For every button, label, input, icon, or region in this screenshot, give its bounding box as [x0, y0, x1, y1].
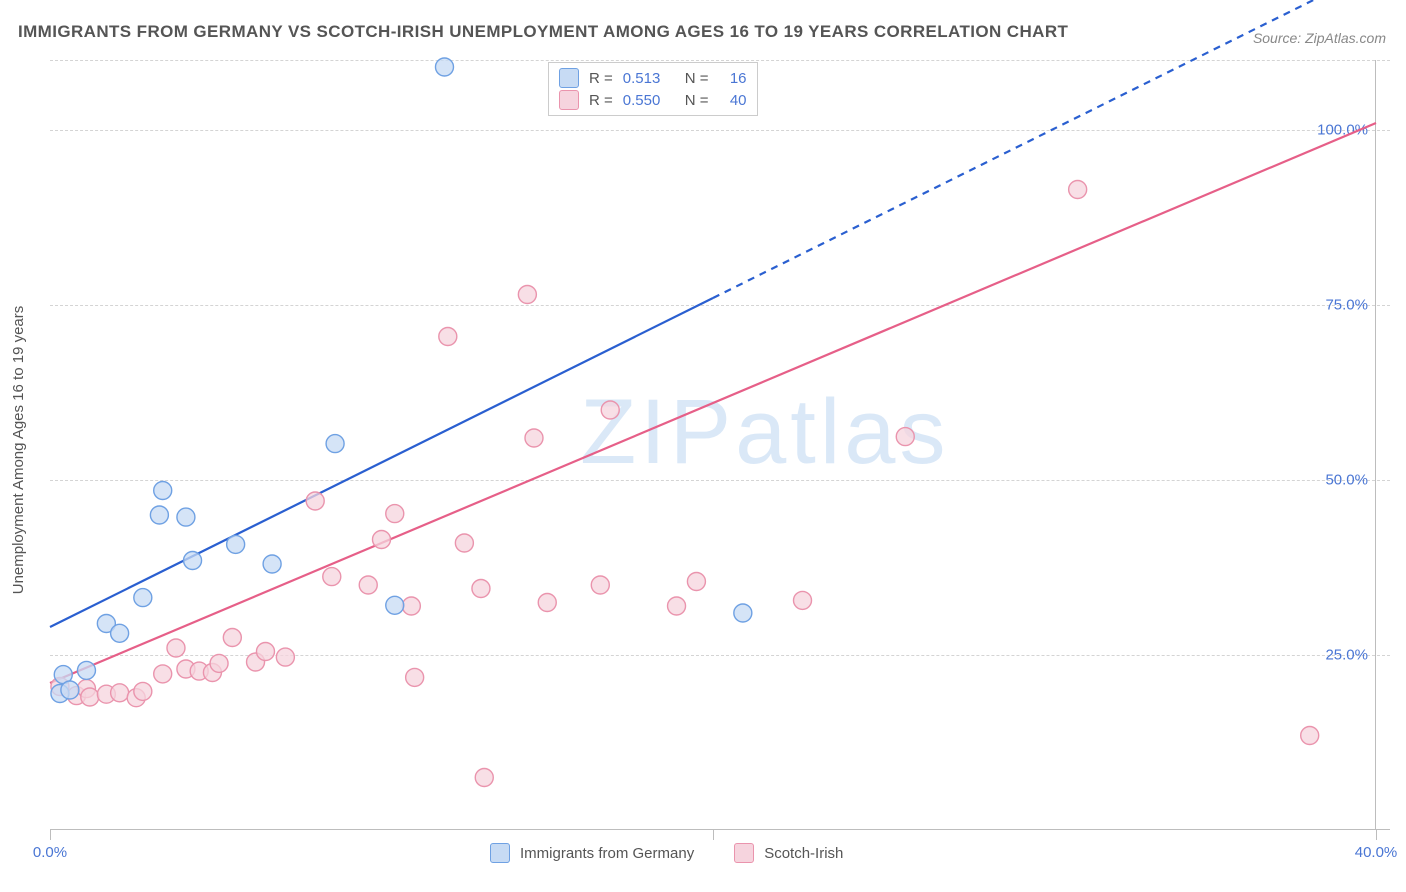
- data-point: [223, 629, 241, 647]
- x-tick-mark: [713, 830, 714, 840]
- source-attribution: Source: ZipAtlas.com: [1253, 30, 1386, 46]
- data-point: [61, 681, 79, 699]
- data-point: [472, 580, 490, 598]
- scatter-svg: [50, 60, 1390, 830]
- plot-area: ZIPatlas 25.0%50.0%75.0%100.0%: [50, 60, 1390, 830]
- data-point: [896, 428, 914, 446]
- data-point: [134, 589, 152, 607]
- data-point: [668, 597, 686, 615]
- data-point: [406, 668, 424, 686]
- legend-series-item: Immigrants from Germany: [490, 843, 694, 863]
- legend-swatch-icon: [490, 843, 510, 863]
- data-point: [591, 576, 609, 594]
- legend-r-value: 0.513: [623, 70, 675, 87]
- data-point: [210, 654, 228, 672]
- data-point: [402, 597, 420, 615]
- data-point: [263, 555, 281, 573]
- data-point: [77, 661, 95, 679]
- data-point: [435, 58, 453, 76]
- chart-title: IMMIGRANTS FROM GERMANY VS SCOTCH-IRISH …: [18, 22, 1068, 42]
- legend-statistics: R = 0.513 N = 16 R = 0.550 N = 40: [548, 62, 758, 116]
- legend-series-name: Immigrants from Germany: [520, 845, 694, 862]
- legend-series-name: Scotch-Irish: [764, 845, 843, 862]
- legend-swatch-icon: [734, 843, 754, 863]
- data-point: [111, 684, 129, 702]
- legend-series-item: Scotch-Irish: [734, 843, 843, 863]
- data-point: [306, 492, 324, 510]
- data-point: [256, 643, 274, 661]
- trend-line: [50, 123, 1376, 683]
- data-point: [326, 435, 344, 453]
- legend-n-value: 16: [719, 70, 747, 87]
- data-point: [455, 534, 473, 552]
- data-point: [81, 688, 99, 706]
- data-point: [227, 535, 245, 553]
- data-point: [386, 505, 404, 523]
- legend-r-value: 0.550: [623, 92, 675, 109]
- x-tick-mark: [1376, 830, 1377, 840]
- data-point: [154, 665, 172, 683]
- data-point: [323, 568, 341, 586]
- x-tick-label: 0.0%: [33, 844, 67, 861]
- data-point: [687, 573, 705, 591]
- x-tick-label: 40.0%: [1355, 844, 1398, 861]
- data-point: [538, 594, 556, 612]
- data-point: [184, 552, 202, 570]
- data-point: [177, 508, 195, 526]
- legend-series: Immigrants from Germany Scotch-Irish: [490, 843, 843, 863]
- data-point: [111, 624, 129, 642]
- x-axis-line: [50, 829, 1390, 830]
- data-point: [276, 648, 294, 666]
- data-point: [794, 591, 812, 609]
- data-point: [150, 506, 168, 524]
- legend-n-label: N =: [685, 70, 709, 87]
- data-point: [601, 401, 619, 419]
- data-point: [475, 769, 493, 787]
- legend-n-value: 40: [719, 92, 747, 109]
- data-point: [167, 639, 185, 657]
- data-point: [134, 682, 152, 700]
- legend-swatch-icon: [559, 90, 579, 110]
- legend-swatch-icon: [559, 68, 579, 88]
- data-point: [525, 429, 543, 447]
- legend-r-label: R =: [589, 92, 613, 109]
- data-point: [518, 286, 536, 304]
- legend-r-label: R =: [589, 70, 613, 87]
- data-point: [1069, 181, 1087, 199]
- data-point: [439, 328, 457, 346]
- data-point: [154, 482, 172, 500]
- data-point: [734, 604, 752, 622]
- y-axis-label: Unemployment Among Ages 16 to 19 years: [10, 306, 27, 595]
- legend-stat-row: R = 0.550 N = 40: [559, 89, 747, 111]
- data-point: [1301, 727, 1319, 745]
- data-point: [386, 596, 404, 614]
- x-tick-mark: [50, 830, 51, 840]
- legend-n-label: N =: [685, 92, 709, 109]
- trend-line: [50, 298, 713, 627]
- legend-stat-row: R = 0.513 N = 16: [559, 67, 747, 89]
- data-point: [359, 576, 377, 594]
- data-point: [373, 531, 391, 549]
